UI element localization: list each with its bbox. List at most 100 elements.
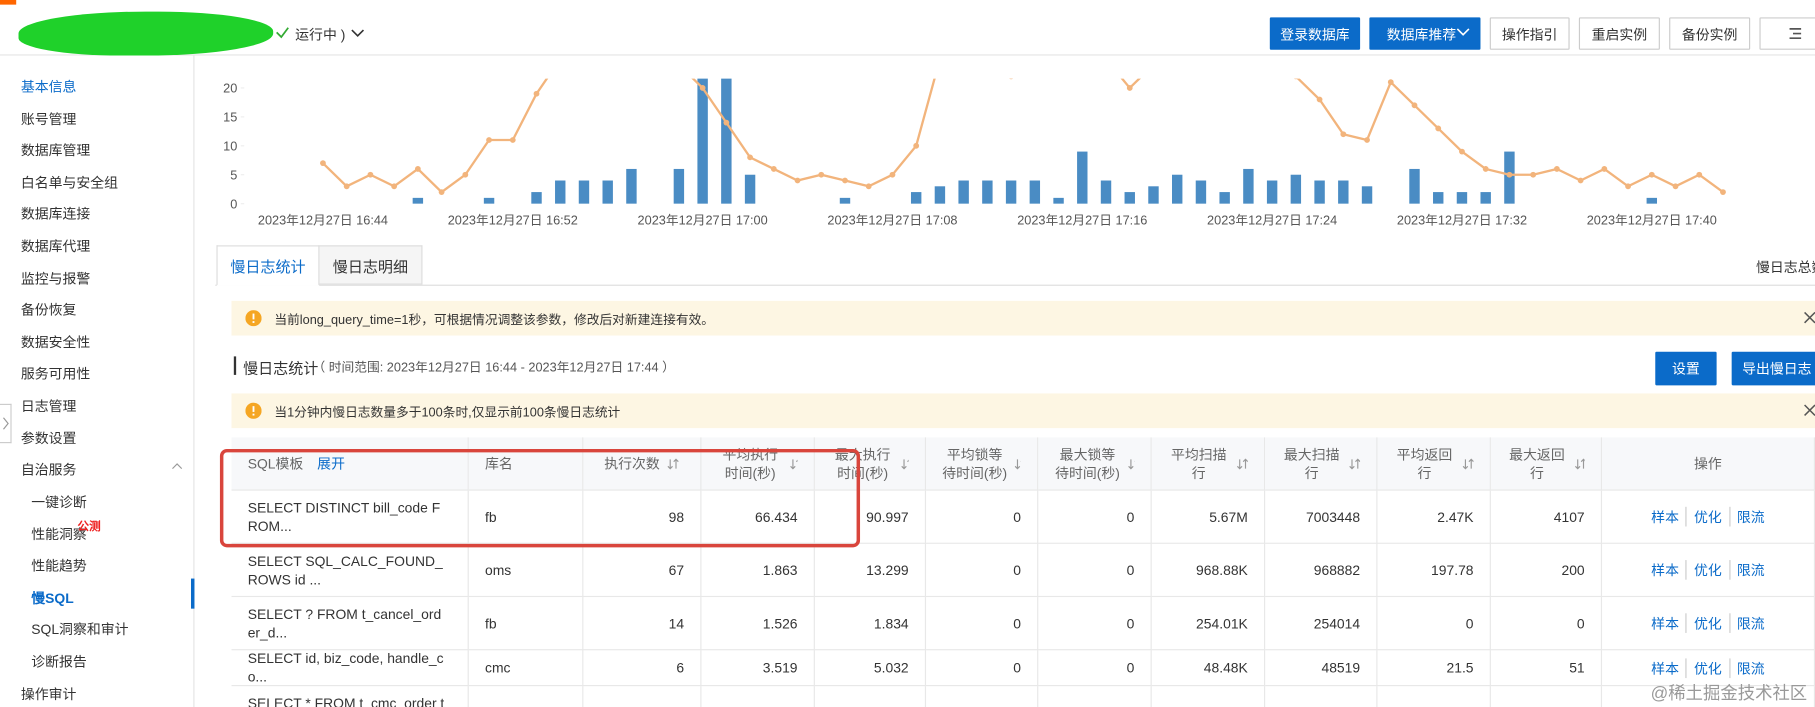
- sidebar-item[interactable]: 数据库代理: [20, 238, 91, 255]
- header-text: 最大返回行: [1509, 446, 1565, 481]
- action-link[interactable]: 限流: [1736, 615, 1765, 632]
- expand-link[interactable]: 展开: [317, 455, 345, 473]
- sort-icon[interactable]: [667, 457, 680, 470]
- header-button[interactable]: 操作指引: [1489, 17, 1570, 50]
- menu-button[interactable]: [1759, 17, 1815, 50]
- point: [676, 62, 682, 68]
- action-link[interactable]: 优化: [1687, 560, 1730, 580]
- bar: [982, 180, 993, 204]
- cell-text: 0: [1013, 508, 1021, 525]
- sidebar-item[interactable]: 数据库连接: [20, 206, 91, 223]
- alert: [231, 393, 1815, 429]
- table-cell: [469, 686, 584, 707]
- sort-icon[interactable]: [1014, 458, 1021, 470]
- sidebar-subitem[interactable]: 慢SQL: [31, 589, 74, 607]
- sidebar-subitem[interactable]: 性能洞察: [31, 526, 87, 543]
- cell-text: 5.67M: [1209, 508, 1248, 525]
- sidebar: [0, 55, 195, 707]
- sidebar-item[interactable]: 账号管理: [20, 110, 77, 127]
- bar: [721, 78, 732, 204]
- sort-icon[interactable]: [1237, 457, 1248, 470]
- sidebar-item[interactable]: 数据安全性: [20, 334, 91, 351]
- sort-icon[interactable]: [901, 458, 909, 470]
- sidebar-item[interactable]: 操作审计: [20, 686, 77, 703]
- action-link[interactable]: 限流: [1736, 660, 1765, 677]
- action-link[interactable]: 样本: [1644, 506, 1688, 527]
- table-cell: 66.434: [701, 490, 815, 544]
- header-button[interactable]: 备份实例: [1669, 17, 1751, 50]
- header-button[interactable]: 登录数据库: [1269, 17, 1361, 50]
- section-button[interactable]: 设置: [1655, 351, 1717, 386]
- point: [937, 56, 943, 62]
- header-button[interactable]: 重启实例: [1578, 17, 1660, 50]
- sidebar-collapse[interactable]: [0, 403, 12, 444]
- sidebar-item[interactable]: 日志管理: [20, 398, 77, 415]
- table-header: 最大扫描行: [1265, 437, 1378, 491]
- sidebar-subitem[interactable]: 性能趋势: [31, 557, 87, 575]
- sidebar-subitem[interactable]: 一键诊断: [31, 494, 87, 511]
- header-text: 最大锁等待时间(秒): [1055, 446, 1120, 481]
- alert-text: 当前long_query_time=1秒，可根据情况调整该参数，修改后对新建连接…: [274, 313, 715, 328]
- sidebar-item[interactable]: 基本信息: [20, 78, 77, 95]
- sidebar-item[interactable]: 白名单与安全组: [20, 174, 119, 191]
- bar: [626, 168, 637, 204]
- bar: [910, 192, 922, 204]
- sort-icon[interactable]: [1349, 457, 1361, 470]
- header-text: 最大扫描行: [1283, 446, 1340, 481]
- status-toggle[interactable]: [351, 28, 365, 40]
- table-header: 最大执行时间(秒): [814, 437, 927, 491]
- action-link[interactable]: 样本: [1644, 657, 1688, 678]
- action-link[interactable]: 优化: [1687, 657, 1730, 678]
- point: [557, 56, 563, 62]
- alert-close[interactable]: [1803, 404, 1815, 417]
- y-tick-label: 15: [223, 109, 237, 124]
- table-cell: [701, 686, 815, 707]
- tab[interactable]: 慢日志明细: [319, 245, 423, 285]
- action-link[interactable]: 限流: [1736, 562, 1765, 579]
- badge: 公测: [77, 520, 101, 534]
- sidebar-item[interactable]: 数据库管理: [20, 142, 91, 159]
- table-cell: 48519: [1265, 650, 1378, 687]
- x-tick-label: 2023年12月27日 16:52: [448, 212, 578, 227]
- alert-close[interactable]: [1803, 311, 1815, 324]
- bar: [1100, 180, 1112, 204]
- cell-text: 48.48K: [1203, 659, 1248, 676]
- point: [1032, 56, 1038, 62]
- action-link[interactable]: 优化: [1687, 506, 1730, 527]
- bar: [1195, 180, 1207, 204]
- sort-icon[interactable]: [1462, 457, 1474, 470]
- x-tick-label: 2023年12月27日 16:44: [258, 212, 388, 227]
- tab[interactable]: 慢日志统计: [216, 245, 320, 286]
- cell-text: 254014: [1313, 615, 1361, 632]
- cell-text: 2.47K: [1437, 508, 1474, 525]
- sort-icon[interactable]: [1574, 457, 1585, 470]
- cell-text: 0: [1576, 615, 1585, 632]
- table-cell: 0: [1038, 543, 1152, 598]
- sidebar-group[interactable]: 自治服务: [20, 461, 77, 478]
- point: [889, 171, 896, 178]
- point: [1577, 177, 1584, 184]
- menu-icon: [1789, 28, 1802, 40]
- sidebar-subitem[interactable]: SQL洞察和审计: [31, 621, 129, 639]
- alert-icon: [245, 402, 262, 419]
- action-link[interactable]: 优化: [1687, 613, 1730, 633]
- table-cell: 0: [926, 597, 1039, 651]
- action-link[interactable]: 限流: [1736, 509, 1765, 526]
- header-text: 平均返回行: [1396, 446, 1453, 481]
- sidebar-item[interactable]: 监控与报警: [20, 270, 91, 287]
- sidebar-item[interactable]: 参数设置: [20, 429, 77, 447]
- sidebar-item[interactable]: 服务可用性: [20, 366, 91, 383]
- header-button[interactable]: 数据库推荐: [1369, 17, 1481, 50]
- section-button[interactable]: 导出慢日志: [1731, 351, 1815, 386]
- sort-icon[interactable]: [1127, 458, 1135, 470]
- point: [1506, 171, 1513, 178]
- sort-icon[interactable]: [790, 458, 798, 470]
- action-link[interactable]: 样本: [1644, 560, 1688, 580]
- bar: [1053, 197, 1064, 204]
- sidebar-item[interactable]: 备份恢复: [20, 302, 77, 319]
- section-title: 慢日志统计: [243, 359, 319, 378]
- action-link[interactable]: 样本: [1644, 613, 1688, 633]
- bar: [673, 168, 685, 204]
- sidebar-subitem[interactable]: 诊断报告: [31, 653, 87, 670]
- group-arrow: [172, 463, 183, 470]
